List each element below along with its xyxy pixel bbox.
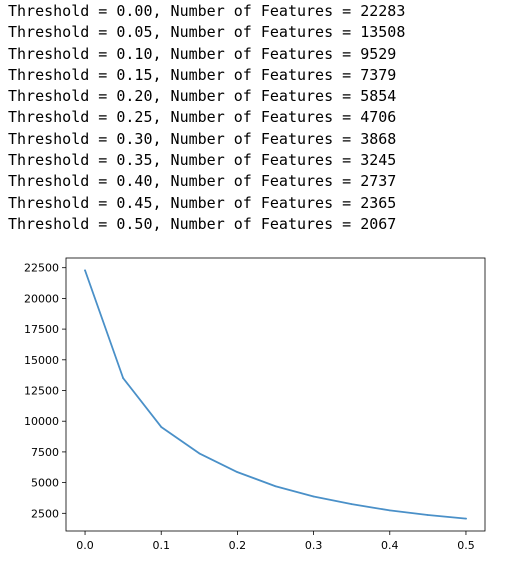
data-point (160, 426, 163, 428)
plot-frame (65, 257, 486, 532)
series-line (84, 269, 467, 520)
y-tick-label: 10000 (24, 415, 59, 428)
console-output: Threshold = 0.00, Number of Features = 2… (8, 1, 405, 235)
output-line: Threshold = 0.05, Number of Features = 1… (8, 23, 406, 42)
series-layer (84, 269, 467, 520)
x-tick-label: 0.0 (76, 539, 94, 552)
y-tick-label: 20000 (24, 292, 59, 305)
output-line: Threshold = 0.15, Number of Features = 7… (8, 65, 397, 84)
data-point (274, 485, 277, 488)
y-axis: 2500 5000 7500 10000 12500 15000 17500 20000 225… (24, 262, 66, 520)
data-point (122, 377, 125, 380)
output-line: Threshold = 0.45, Number of Features = 2… (8, 193, 397, 212)
data-point (426, 514, 429, 516)
x-tick-label: 0.5 (457, 539, 475, 552)
y-tick-label: 22500 (24, 262, 59, 275)
y-tick-label: 12500 (24, 385, 59, 398)
x-tick-label: 0.2 (229, 539, 247, 552)
data-point (350, 503, 353, 506)
y-tick-label: 7500 (31, 446, 59, 459)
data-point (465, 517, 467, 520)
output-line: Threshold = 0.35, Number of Features = 3… (8, 151, 397, 170)
output-line: Threshold = 0.30, Number of Features = 3… (8, 129, 397, 148)
output-line: Threshold = 0.50, Number of Features = 2… (8, 214, 397, 233)
data-point (236, 471, 239, 474)
x-axis: 0.0 0.1 0.2 0.3 0.4 0.5 (76, 531, 475, 552)
y-tick-label: 15000 (24, 354, 59, 367)
y-tick-label: 5000 (31, 477, 59, 490)
data-point (388, 509, 391, 512)
output-line: Threshold = 0.00, Number of Features = 2… (8, 2, 406, 20)
data-point (198, 452, 201, 455)
output-line: Threshold = 0.10, Number of Features = 9… (8, 44, 397, 63)
x-tick-label: 0.3 (305, 539, 323, 552)
y-tick-label: 2500 (31, 507, 59, 520)
data-point (84, 269, 86, 272)
output-line: Threshold = 0.40, Number of Features = 2… (8, 172, 397, 191)
output-line: Threshold = 0.20, Number of Features = 5… (8, 87, 397, 106)
x-tick-label: 0.1 (152, 539, 170, 552)
output-line: Threshold = 0.25, Number of Features = 4… (8, 108, 397, 127)
x-tick-label: 0.4 (381, 539, 399, 552)
line-chart: 2500 5000 7500 10000 12500 15000 17500 20000 225… (24, 257, 486, 552)
y-tick-label: 17500 (24, 323, 59, 336)
data-point (312, 495, 315, 498)
